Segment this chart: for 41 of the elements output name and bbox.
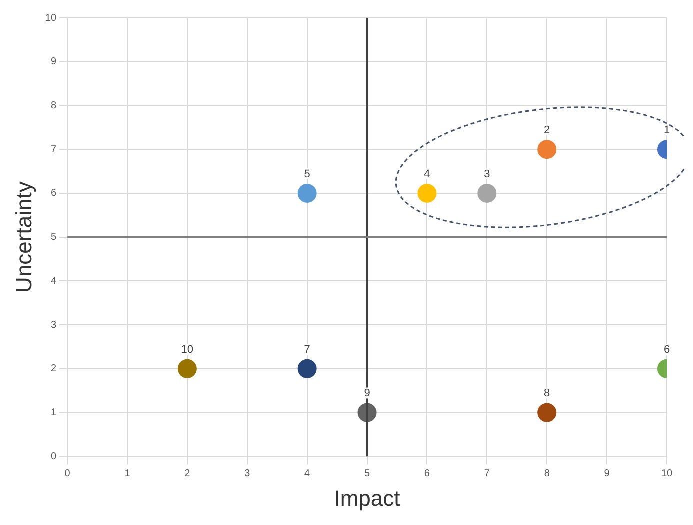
series-label: 10 xyxy=(181,344,194,356)
series-label: 6 xyxy=(664,344,670,356)
series-label: 3 xyxy=(484,168,490,180)
y-tick-label: 9 xyxy=(50,56,57,68)
y-tick-label: 5 xyxy=(50,232,57,244)
x-axis-title: Impact xyxy=(334,486,400,511)
y-tick-label: 3 xyxy=(50,320,57,331)
x-tick-label: 3 xyxy=(244,468,251,480)
y-tick-label: 1 xyxy=(50,407,57,418)
point xyxy=(538,403,557,422)
x-tick-label: 6 xyxy=(424,468,430,480)
series-label: 5 xyxy=(304,168,310,180)
series-label: 7 xyxy=(304,344,310,356)
x-tick-label: 9 xyxy=(604,468,610,480)
x-tick-label: 0 xyxy=(64,468,71,480)
y-tick-label: 2 xyxy=(50,364,57,375)
point xyxy=(298,184,317,203)
y-tick-label: 4 xyxy=(50,276,57,287)
series-label: 2 xyxy=(544,124,550,137)
x-tick-label: 1 xyxy=(124,468,131,480)
y-tick-label: 10 xyxy=(45,12,57,24)
x-tick-label: 2 xyxy=(184,468,191,480)
point xyxy=(298,359,317,378)
y-tick-label: 7 xyxy=(50,144,57,156)
x-tick-label: 7 xyxy=(484,468,490,480)
series-label: 1 xyxy=(664,124,670,137)
x-tick-label: 10 xyxy=(661,468,673,480)
y-tick-label: 8 xyxy=(50,100,57,112)
series-label: 4 xyxy=(424,168,430,180)
point xyxy=(418,184,437,203)
series-label: 8 xyxy=(544,388,550,400)
y-tick-label: 0 xyxy=(50,451,57,462)
y-tick-label: 6 xyxy=(50,188,57,200)
x-tick-label: 5 xyxy=(364,468,370,480)
x-tick-label: 8 xyxy=(544,468,550,480)
y-axis-title: Uncertainty xyxy=(11,182,36,293)
x-tick-label: 4 xyxy=(304,468,311,480)
point xyxy=(478,184,497,203)
series-label: 9 xyxy=(364,388,370,400)
point xyxy=(538,140,557,160)
point xyxy=(178,359,197,378)
